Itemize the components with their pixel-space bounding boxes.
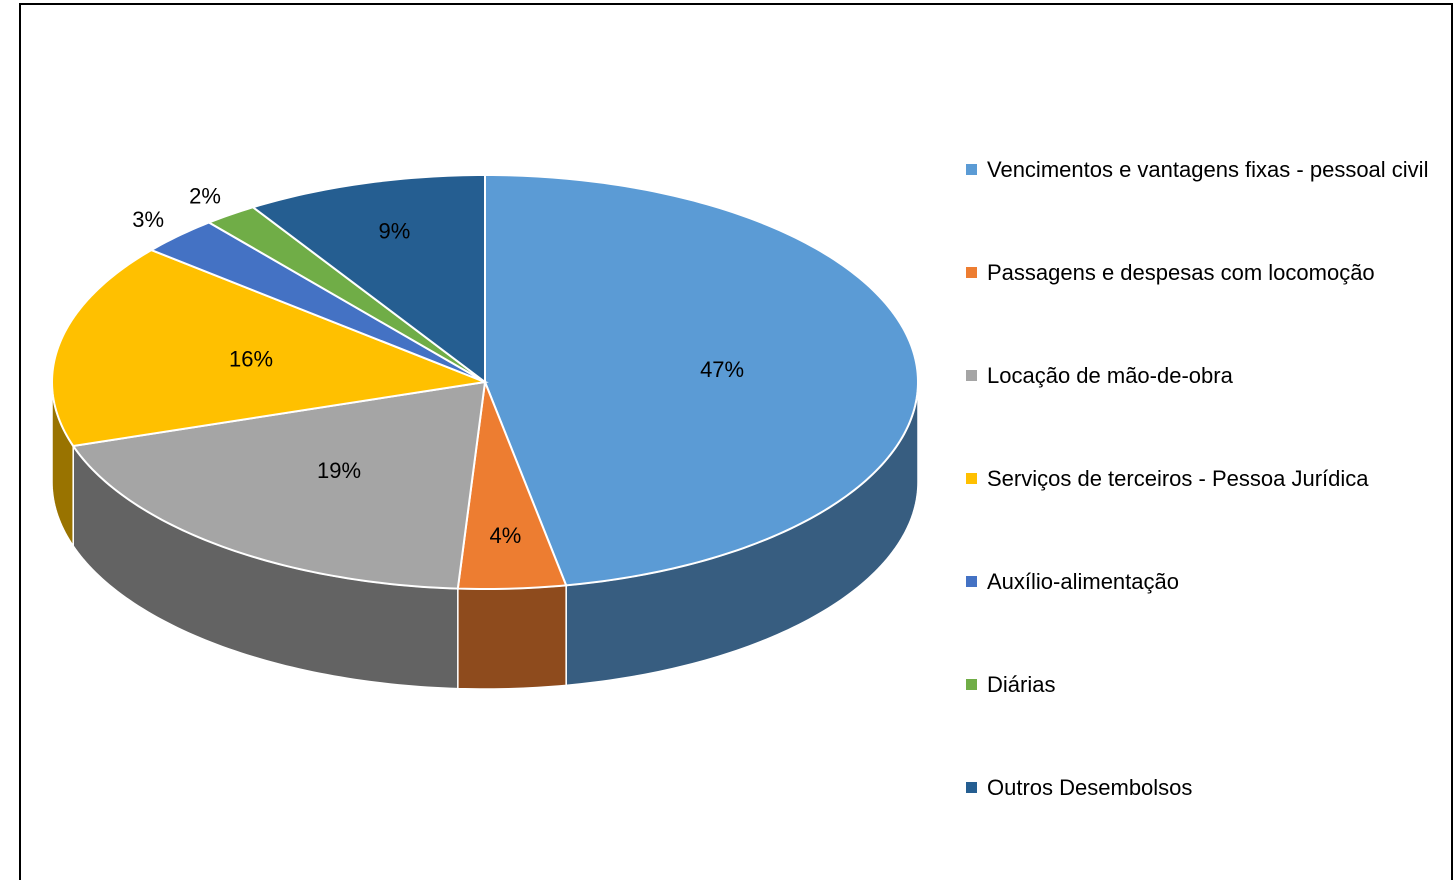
legend-label: Outros Desembolsos bbox=[987, 774, 1193, 800]
legend-swatch bbox=[966, 164, 977, 175]
data-label: 19% bbox=[317, 458, 361, 483]
legend-item: Vencimentos e vantagens fixas - pessoal … bbox=[966, 118, 1446, 221]
legend-label: Auxílio-alimentação bbox=[987, 568, 1179, 594]
data-label: 16% bbox=[229, 346, 273, 371]
legend: Vencimentos e vantagens fixas - pessoal … bbox=[966, 118, 1446, 839]
slice-side bbox=[457, 584, 567, 690]
data-label: 2% bbox=[189, 184, 221, 209]
legend-label: Serviços de terceiros - Pessoa Jurídica bbox=[987, 465, 1369, 491]
legend-swatch bbox=[966, 267, 977, 278]
legend-label: Diárias bbox=[987, 671, 1056, 697]
slice bbox=[149, 221, 486, 383]
chart-frame bbox=[19, 3, 1453, 880]
legend-swatch bbox=[966, 576, 977, 587]
legend-item: Outros Desembolsos bbox=[966, 736, 1446, 839]
legend-swatch bbox=[966, 473, 977, 484]
slice bbox=[71, 380, 487, 590]
slice bbox=[206, 206, 486, 383]
data-label: 3% bbox=[132, 207, 164, 232]
slice bbox=[484, 173, 919, 587]
legend-item: Auxílio-alimentação bbox=[966, 530, 1446, 633]
legend-swatch bbox=[966, 782, 977, 793]
legend-label: Locação de mão-de-obra bbox=[987, 362, 1233, 388]
legend-swatch bbox=[966, 679, 977, 690]
legend-swatch bbox=[966, 370, 977, 381]
slice bbox=[51, 248, 489, 448]
legend-item: Passagens e despesas com locomoção bbox=[966, 221, 1446, 324]
legend-item: Locação de mão-de-obra bbox=[966, 324, 1446, 427]
legend-item: Diárias bbox=[966, 633, 1446, 736]
legend-label: Vencimentos e vantagens fixas - pessoal … bbox=[987, 156, 1429, 182]
data-label: 4% bbox=[489, 523, 521, 548]
slice bbox=[456, 378, 568, 590]
data-label: 9% bbox=[378, 219, 410, 244]
data-label: 47% bbox=[700, 357, 744, 382]
legend-label: Passagens e despesas com locomoção bbox=[987, 259, 1375, 285]
legend-item: Serviços de terceiros - Pessoa Jurídica bbox=[966, 427, 1446, 530]
slice bbox=[250, 173, 486, 385]
pie-chart: 47% 4% 19% 16% 3% 2% 9% bbox=[51, 173, 919, 690]
